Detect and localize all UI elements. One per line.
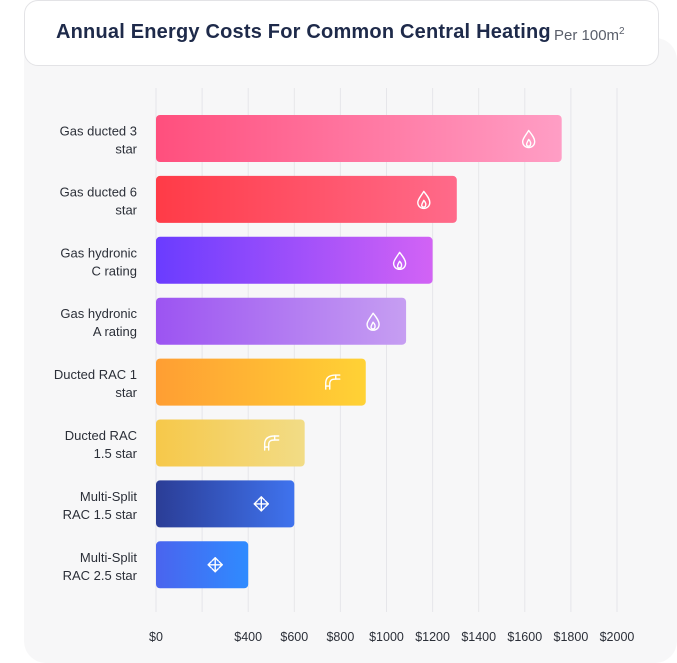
- category-label: 1.5 star: [94, 446, 138, 461]
- bar: [156, 115, 562, 162]
- bar: [156, 541, 249, 589]
- bar: [156, 175, 457, 223]
- bar: [156, 419, 305, 467]
- bar: [156, 236, 433, 284]
- duct-icon: [263, 435, 280, 451]
- category-label: star: [115, 385, 137, 400]
- x-tick-label: $2000: [600, 630, 635, 644]
- category-label: Gas hydronic: [60, 306, 137, 321]
- x-tick-label: $400: [234, 630, 262, 644]
- bar: [156, 358, 366, 406]
- category-label: A rating: [93, 324, 137, 339]
- unit-label: Per 100m2: [554, 26, 625, 44]
- flame-icon: [392, 251, 407, 270]
- x-tick-label: $1000: [369, 630, 404, 644]
- bar: [156, 297, 407, 345]
- x-tick-label: $1200: [415, 630, 450, 644]
- category-label: star: [115, 202, 137, 217]
- x-tick-label: $600: [280, 630, 308, 644]
- fan-icon: [207, 557, 223, 573]
- category-label: Ducted RAC 1: [54, 367, 137, 382]
- x-tick-label: $800: [326, 630, 354, 644]
- category-label: Ducted RAC: [65, 428, 137, 443]
- category-label: C rating: [91, 263, 137, 278]
- x-tick-label: $1400: [461, 630, 496, 644]
- unit-prefix: Per 100m: [554, 27, 620, 44]
- x-tick-label: $0: [149, 630, 163, 644]
- x-tick-label: $1600: [507, 630, 542, 644]
- flame-icon: [521, 129, 536, 149]
- category-label: RAC 2.5 star: [63, 568, 138, 583]
- category-label: Gas ducted 6: [60, 184, 137, 199]
- flame-icon: [417, 190, 431, 210]
- chart-title: Annual Energy Costs For Common Central H…: [56, 21, 551, 43]
- category-label: Gas ducted 3: [60, 124, 137, 139]
- category-label: Gas hydronic: [60, 245, 137, 260]
- flame-icon: [366, 312, 380, 331]
- category-label: Multi-Split: [80, 550, 137, 565]
- category-label: RAC 1.5 star: [63, 507, 138, 522]
- category-label: star: [115, 142, 137, 157]
- fan-icon: [253, 496, 269, 512]
- bar: [156, 480, 295, 528]
- chart-header: Annual Energy Costs For Common Central H…: [24, 0, 659, 66]
- x-tick-label: $1800: [554, 630, 589, 644]
- unit-superscript: 2: [619, 26, 625, 37]
- category-label: Multi-Split: [80, 489, 137, 504]
- duct-icon: [325, 374, 341, 390]
